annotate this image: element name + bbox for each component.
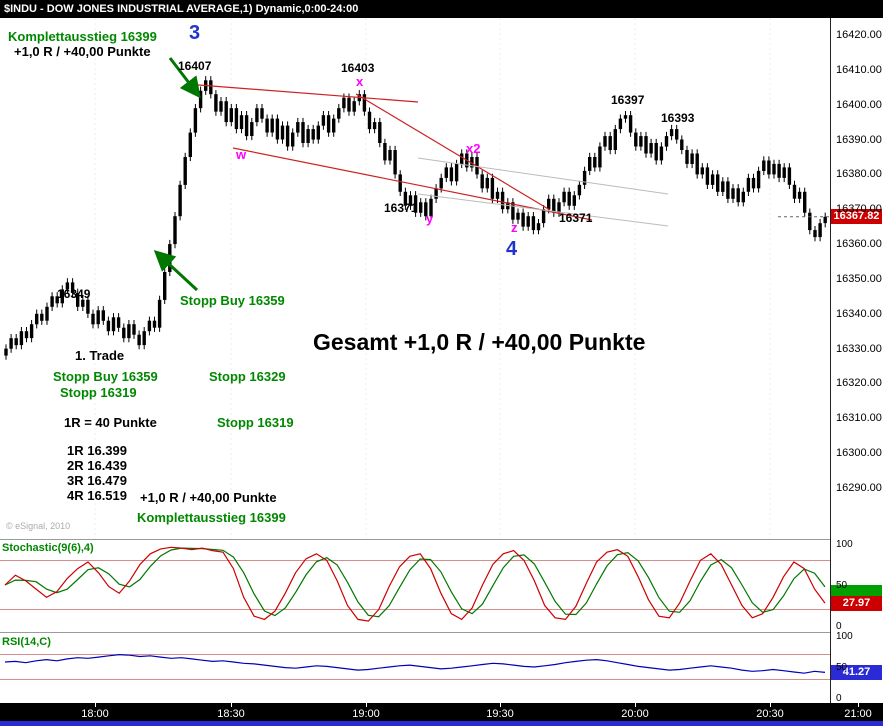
last-price-tag: 16367.82 (831, 209, 882, 224)
horizontal-scrollbar[interactable] (0, 721, 883, 726)
panel-divider (0, 539, 883, 540)
trendline (185, 83, 419, 103)
chart-annotation: Stopp Buy 16359 (180, 293, 285, 308)
chart-annotation: 1. Trade (75, 348, 125, 363)
rsi-axis-label: 0 (836, 693, 842, 704)
price-axis-label: 16360.00 (836, 238, 882, 250)
chart-annotation: 3R 16.479 (67, 473, 127, 488)
time-axis-label: 19:30 (486, 708, 514, 720)
chart-annotation: 1R = 40 Punkte (64, 415, 157, 430)
annotation-arrow (153, 249, 199, 292)
price-axis-label: 16420.00 (836, 29, 882, 41)
chart-annotation: 4R 16.519 (67, 488, 127, 503)
chart-annotation: Komplettausstieg 16399 (137, 510, 286, 525)
time-axis-tick (366, 703, 367, 707)
stochastic-d-tag (831, 585, 882, 596)
stochastic-label: Stochastic(9(6),4) (2, 542, 94, 554)
time-axis-tick (500, 703, 501, 707)
price-axis-label: 16390.00 (836, 134, 882, 146)
time-axis-label: 19:00 (352, 708, 380, 720)
trendline (417, 157, 669, 195)
chart-annotation: y (426, 211, 434, 226)
candlestick-series (4, 76, 827, 360)
chart-annotation: 16371 (384, 201, 418, 215)
main-price-chart[interactable] (0, 18, 830, 540)
price-axis-label: 16410.00 (836, 64, 882, 76)
stochastic-axis-label: 0 (836, 621, 842, 632)
price-axis-label: 16290.00 (836, 482, 882, 494)
stochastic-value-tag: 27.97 (831, 596, 882, 611)
chart-annotation: 4 (506, 238, 518, 260)
trendline (417, 193, 669, 227)
time-axis-tick (231, 703, 232, 707)
time-axis-tick (858, 703, 859, 707)
rsi-axis-label: 50 (836, 662, 848, 673)
chart-annotation: Stopp Buy 16359 (53, 369, 158, 384)
time-axis (0, 703, 883, 726)
time-axis-tick (770, 703, 771, 707)
chart-annotation: 16397 (611, 93, 645, 107)
chart-annotation: 16393 (661, 111, 695, 125)
rsi-axis-label: 100 (836, 631, 853, 642)
chart-annotation: +1,0 R / +40,00 Punkte (140, 490, 277, 505)
window-title: $INDU - DOW JONES INDUSTRIAL AVERAGE,1) … (4, 3, 359, 15)
time-axis-label: 18:30 (217, 708, 245, 720)
time-axis-label: 21:00 (844, 708, 872, 720)
chart-annotation: x (356, 74, 364, 89)
panel-divider (0, 632, 883, 633)
chart-annotation: 16407 (178, 59, 212, 73)
chart-annotation: Stopp 16319 (217, 415, 294, 430)
stochastic-axis-label: 50 (836, 580, 848, 591)
chart-annotation: 1R 16.399 (67, 443, 127, 458)
price-axis-label: 16340.00 (836, 308, 882, 320)
price-axis-label: 16370.00 (836, 203, 882, 215)
annotation-arrow (168, 57, 201, 99)
chart-annotation: Stopp 16329 (209, 369, 286, 384)
rsi-label: RSI(14,C) (2, 636, 51, 648)
chart-annotation: 3 (189, 22, 201, 44)
time-axis-label: 20:30 (756, 708, 784, 720)
chart-annotation: +1,0 R / +40,00 Punkte (14, 44, 151, 59)
chart-annotation: 16349 (57, 287, 91, 301)
chart-annotation: w (236, 147, 247, 162)
price-axis-label: 16320.00 (836, 377, 882, 389)
price-axis-label: 16400.00 (836, 99, 882, 111)
time-axis-label: 18:00 (81, 708, 109, 720)
stochastic-axis-label: 100 (836, 539, 853, 550)
time-axis-label: 20:00 (621, 708, 649, 720)
chart-annotation: © eSignal, 2010 (6, 521, 71, 531)
chart-annotation: 2R 16.439 (67, 458, 127, 473)
chart-annotation: 16403 (341, 61, 375, 75)
rsi-panel[interactable] (0, 633, 830, 703)
trendline (232, 147, 593, 221)
chart-annotation: 16371 (559, 211, 593, 225)
price-axis-label: 16350.00 (836, 273, 882, 285)
time-axis-tick (95, 703, 96, 707)
price-axis-label: 16300.00 (836, 447, 882, 459)
chart-annotation: Stopp 16319 (60, 385, 137, 400)
price-axis-label: 16330.00 (836, 343, 882, 355)
rsi-value-tag: 41.27 (831, 665, 882, 680)
chart-annotation: Komplettausstieg 16399 (8, 29, 157, 44)
price-axis-label: 16380.00 (836, 168, 882, 180)
chart-annotation: z (511, 220, 518, 235)
window-title-bar[interactable]: $INDU - DOW JONES INDUSTRIAL AVERAGE,1) … (0, 0, 883, 18)
chart-annotation: x2 (466, 141, 481, 156)
trendline (355, 93, 551, 211)
stochastic-panel[interactable] (0, 540, 830, 632)
time-axis-tick (635, 703, 636, 707)
price-axis-label: 16310.00 (836, 412, 882, 424)
chart-annotation: Gesamt +1,0 R / +40,00 Punkte (313, 329, 646, 355)
